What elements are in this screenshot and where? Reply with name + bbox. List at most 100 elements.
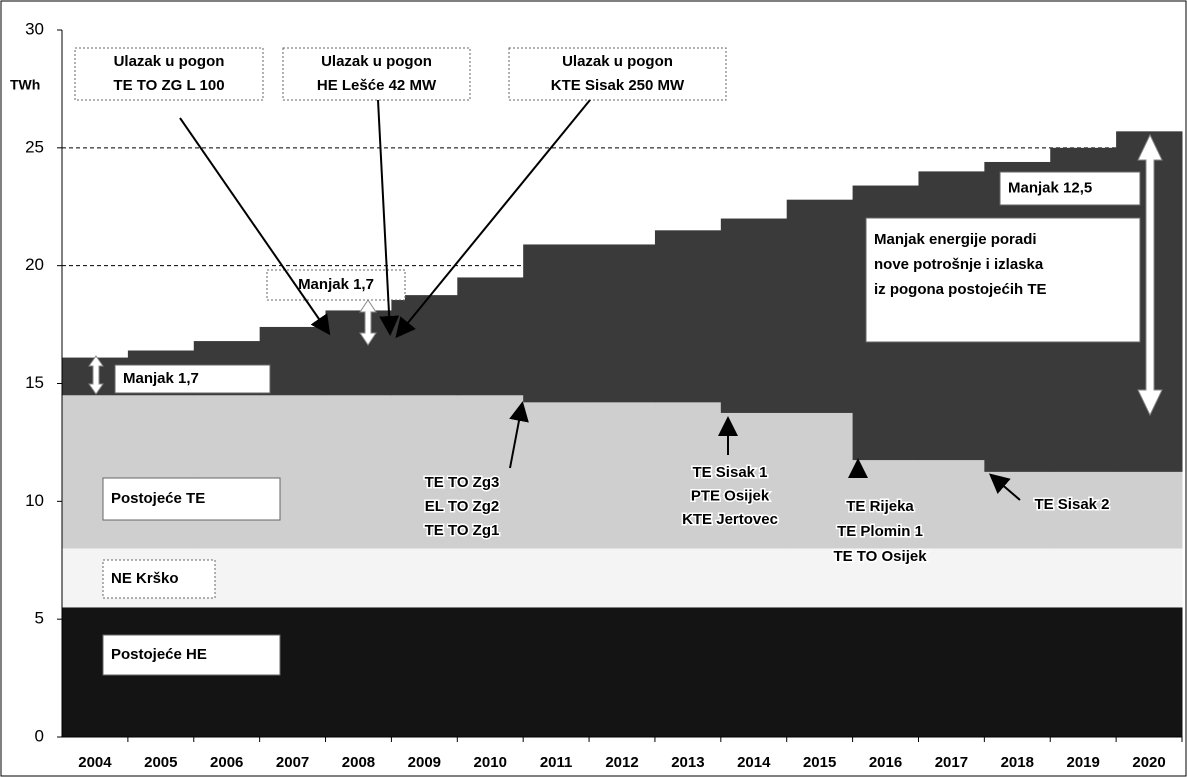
y-tick-label: 25 [25, 137, 44, 156]
annotation-text: TE TO Zg3 [425, 474, 500, 491]
area-step [193, 395, 261, 549]
area-step [786, 548, 854, 608]
overlay: 0 5 10 15 20 25 30 2004 2005 2006 2007 2008 2009 2010… [25, 19, 1183, 771]
area-step [1116, 607, 1183, 737]
annotation-text: TE TO ZG L 100 [113, 77, 224, 94]
x-tick-label: 2013 [671, 754, 704, 771]
area-step [786, 412, 854, 549]
annotation-text: PTE Osijek [691, 487, 770, 504]
area-step [259, 548, 327, 608]
x-tick-label: 2007 [276, 754, 309, 771]
area-step [259, 326, 327, 396]
area-step [918, 460, 985, 549]
annotation-text: HE Lešće 42 MW [317, 77, 437, 94]
y-tick-label: 15 [25, 373, 44, 392]
area-step [127, 395, 195, 549]
area-step [852, 607, 919, 737]
annotation-box [102, 477, 281, 521]
double-arrow [359, 299, 377, 346]
arrow [509, 401, 529, 469]
x-tick-label: 2016 [869, 754, 902, 771]
area-step [654, 548, 722, 608]
area-step [1116, 548, 1183, 608]
annotation-text: Manjak 1,7 [123, 370, 199, 387]
annotation-text: Ulazak u pogon [321, 53, 432, 70]
area-step [720, 218, 788, 413]
annotation-text: TE Sisak 2 [1034, 496, 1109, 513]
annotation-text: TE Plomin 1 [837, 523, 923, 540]
x-tick-label: 2018 [1001, 754, 1034, 771]
y-tick-label: 30 [25, 19, 44, 38]
annotation-box [282, 47, 471, 101]
area-step [391, 395, 458, 549]
annotation-text: TE Rijeka [846, 498, 914, 515]
x-tick-label: 2008 [342, 754, 375, 771]
annotation-text: TE TO Zg1 [425, 522, 500, 539]
area-step [391, 295, 458, 396]
area-step [654, 402, 722, 549]
annotation-box [102, 634, 281, 676]
area-step [325, 395, 392, 549]
double-arrows [88, 133, 1163, 417]
annotation-text: Postojeće TE [111, 490, 205, 507]
area-step [325, 607, 392, 737]
area-step [720, 607, 788, 737]
y-tick-label: 0 [35, 726, 44, 745]
area-step [589, 244, 656, 403]
area-step [457, 548, 524, 608]
x-tick-label: 2004 [78, 754, 112, 771]
area-step [1050, 548, 1117, 608]
area-step [1050, 471, 1117, 549]
area-step [523, 402, 590, 549]
annotation-box [865, 217, 1141, 343]
area-step [391, 548, 458, 608]
annotation-text: Manjak energije poradi [874, 231, 1037, 248]
area-step [918, 548, 985, 608]
x-tick-label: 2019 [1066, 754, 1099, 771]
area-step [984, 607, 1051, 737]
annotation-text: Manjak 1,7 [298, 276, 374, 293]
area-step [325, 310, 392, 396]
x-tick-label: 2020 [1132, 754, 1165, 771]
annotation-box [508, 47, 727, 101]
area-step [457, 607, 524, 737]
annotation-text: Manjak 12,5 [1008, 179, 1092, 196]
x-tick-label: 2017 [935, 754, 968, 771]
annotation-text: KTE Jertovec [682, 511, 778, 528]
x-tick-label: 2015 [803, 754, 836, 771]
x-tick-label: 2010 [474, 754, 507, 771]
area-step [523, 244, 590, 403]
area-step [391, 607, 458, 737]
area-step [654, 607, 722, 737]
area-step [523, 548, 590, 608]
x-tick-label: 2009 [408, 754, 441, 771]
x-tick-label: 2011 [540, 754, 573, 771]
x-tick-label: 2014 [737, 754, 771, 771]
annotation-box [999, 171, 1141, 206]
annotation-text: EL TO Zg2 [425, 498, 499, 515]
annotation-text: TE Sisak 1 [692, 464, 767, 481]
annotation-text: iz pogona postojećih TE [874, 281, 1047, 298]
annotation-text: Ulazak u pogon [114, 53, 225, 70]
annotation-text: Ulazak u pogon [562, 53, 673, 70]
x-tick-label: 2005 [144, 754, 177, 771]
double-arrow [1137, 133, 1163, 417]
annotation-box [266, 269, 406, 301]
annotation-text: KTE Sisak 250 MW [551, 77, 685, 94]
arrow [395, 99, 591, 339]
annotation-text: Postojeće HE [111, 646, 207, 663]
area-step [325, 548, 392, 608]
area-step [786, 607, 854, 737]
area-step [1050, 607, 1117, 737]
areas [62, 131, 1183, 737]
y-tick-label: 10 [25, 491, 44, 510]
annotation-box [74, 47, 264, 101]
area-step [654, 230, 722, 403]
area-step [457, 277, 524, 396]
arrow [377, 99, 400, 336]
area-step [589, 607, 656, 737]
area-step [918, 607, 985, 737]
area-step [589, 402, 656, 549]
